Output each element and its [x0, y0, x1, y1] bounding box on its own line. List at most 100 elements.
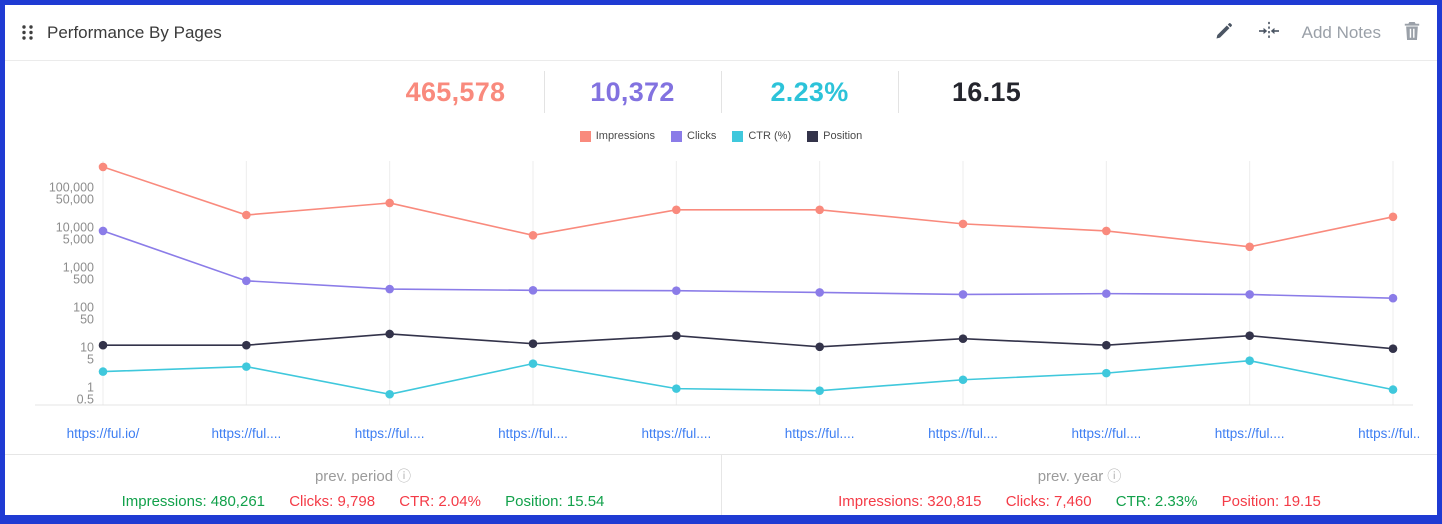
data-point[interactable] — [1388, 344, 1398, 353]
legend-label: CTR (%) — [748, 130, 792, 142]
y-tick-label: 50 — [80, 312, 94, 326]
data-point[interactable] — [98, 367, 108, 376]
prev-period-ctr: CTR: 2.04% — [399, 493, 481, 510]
data-point[interactable] — [98, 162, 108, 172]
legend-swatch — [732, 130, 744, 142]
data-point[interactable] — [98, 226, 108, 236]
prev-period-clicks: Clicks: 9,798 — [289, 493, 376, 510]
prev-period-panel: prev. period ⓘ Impressions: 480,261 Click… — [5, 455, 721, 515]
data-point[interactable] — [958, 375, 968, 385]
data-point[interactable] — [242, 210, 251, 220]
legend-item-impressions[interactable]: Impressions — [579, 130, 656, 142]
legend-swatch — [579, 130, 591, 142]
info-icon[interactable]: ⓘ — [397, 468, 412, 484]
prev-year-panel: prev. year ⓘ Impressions: 320,815 Clicks:… — [721, 455, 1437, 515]
chart-legend: Impressions Clicks CTR (%) Position — [5, 123, 1437, 149]
data-point[interactable] — [815, 386, 824, 395]
data-point[interactable] — [242, 276, 251, 286]
collapse-button[interactable] — [1256, 19, 1282, 46]
info-icon[interactable]: ⓘ — [1107, 468, 1122, 484]
data-point[interactable] — [958, 219, 968, 229]
data-point[interactable] — [385, 284, 394, 294]
page-link[interactable]: https://ful.... — [1071, 426, 1141, 441]
legend-item-position[interactable]: Position — [807, 130, 862, 142]
data-point[interactable] — [1245, 242, 1254, 252]
data-point[interactable] — [1388, 293, 1398, 303]
page-link[interactable]: https://ful.... — [498, 426, 568, 441]
data-point[interactable] — [385, 389, 394, 399]
clicks-total: 10,372 — [590, 76, 675, 107]
prev-year-position: Position: 19.15 — [1221, 493, 1321, 510]
comparison-footer: prev. period ⓘ Impressions: 480,261 Click… — [5, 454, 1437, 515]
data-point[interactable] — [1388, 385, 1398, 394]
legend-item-clicks[interactable]: Clicks — [671, 130, 716, 142]
data-point[interactable] — [528, 359, 538, 368]
prev-year-impressions: Impressions: 320,815 — [838, 493, 982, 510]
data-point[interactable] — [815, 205, 824, 215]
ctr-total: 2.23% — [770, 76, 849, 107]
prev-period-impressions: Impressions: 480,261 — [121, 493, 266, 510]
data-point[interactable] — [958, 290, 968, 299]
data-point[interactable] — [385, 329, 394, 339]
stat-divider — [897, 71, 899, 113]
prev-period-title: prev. period ⓘ — [314, 468, 412, 485]
data-point[interactable] — [1102, 340, 1111, 350]
position-total: 16.15 — [951, 76, 1022, 107]
summary-stats-row: 465,578 10,372 2.23% 16.15 — [5, 61, 1437, 123]
trash-icon — [1403, 21, 1421, 44]
prev-period-position: Position: 15.54 — [505, 493, 605, 510]
page-link[interactable]: https://ful.... — [928, 426, 998, 441]
data-point[interactable] — [1102, 289, 1111, 298]
legend-swatch — [807, 130, 819, 142]
series-line-CTR (%) — [102, 359, 1394, 396]
page-link[interactable]: https://ful.... — [785, 426, 855, 441]
data-point[interactable] — [1245, 290, 1254, 299]
data-point[interactable] — [672, 331, 681, 341]
data-point[interactable] — [815, 342, 824, 352]
data-point[interactable] — [1245, 331, 1254, 341]
data-point[interactable] — [1245, 356, 1254, 366]
data-point[interactable] — [528, 339, 538, 348]
data-point[interactable] — [98, 340, 108, 350]
page-link[interactable]: https://ful.... — [1358, 426, 1428, 441]
page-link[interactable]: https://ful.io/ — [67, 426, 140, 441]
data-point[interactable] — [672, 384, 681, 393]
data-point[interactable] — [1102, 368, 1111, 378]
widget-header: Performance By Pages — [5, 5, 1437, 61]
page-link[interactable]: https://ful.... — [1215, 426, 1285, 441]
y-tick-label: 5 — [87, 352, 94, 366]
page-link[interactable]: https://ful.... — [641, 426, 711, 441]
y-tick-label: 50,000 — [56, 193, 94, 207]
y-tick-label: 10 — [80, 340, 94, 354]
data-point[interactable] — [528, 231, 538, 240]
data-point[interactable] — [1102, 226, 1111, 236]
edit-button[interactable] — [1212, 19, 1236, 46]
data-point[interactable] — [385, 198, 394, 208]
data-point[interactable] — [528, 286, 538, 295]
legend-label: Position — [823, 130, 863, 142]
legend-label: Impressions — [595, 130, 656, 142]
data-point[interactable] — [1388, 212, 1398, 222]
prev-year-title: prev. year ⓘ — [1037, 468, 1122, 485]
data-point[interactable] — [672, 286, 681, 295]
y-tick-label: 0.5 — [77, 392, 94, 406]
page-link[interactable]: https://ful.... — [355, 426, 425, 441]
series-line-Position — [103, 333, 1394, 350]
data-point[interactable] — [958, 334, 968, 343]
legend-swatch — [671, 130, 683, 142]
add-notes-button[interactable]: Add Notes — [1301, 22, 1381, 42]
drag-handle-icon[interactable] — [21, 24, 34, 41]
series-line-Clicks — [102, 230, 1394, 300]
legend-label: Clicks — [687, 130, 717, 142]
data-point[interactable] — [242, 362, 251, 371]
y-tick-label: 1 — [87, 380, 94, 394]
page-link[interactable]: https://ful.... — [211, 426, 281, 441]
y-tick-label: 5,000 — [63, 233, 94, 247]
delete-button[interactable] — [1401, 19, 1423, 46]
data-point[interactable] — [815, 288, 824, 297]
legend-item-ctr[interactable]: CTR (%) — [732, 130, 791, 142]
stat-divider — [543, 71, 545, 113]
data-point[interactable] — [242, 340, 251, 350]
data-point[interactable] — [672, 205, 681, 215]
